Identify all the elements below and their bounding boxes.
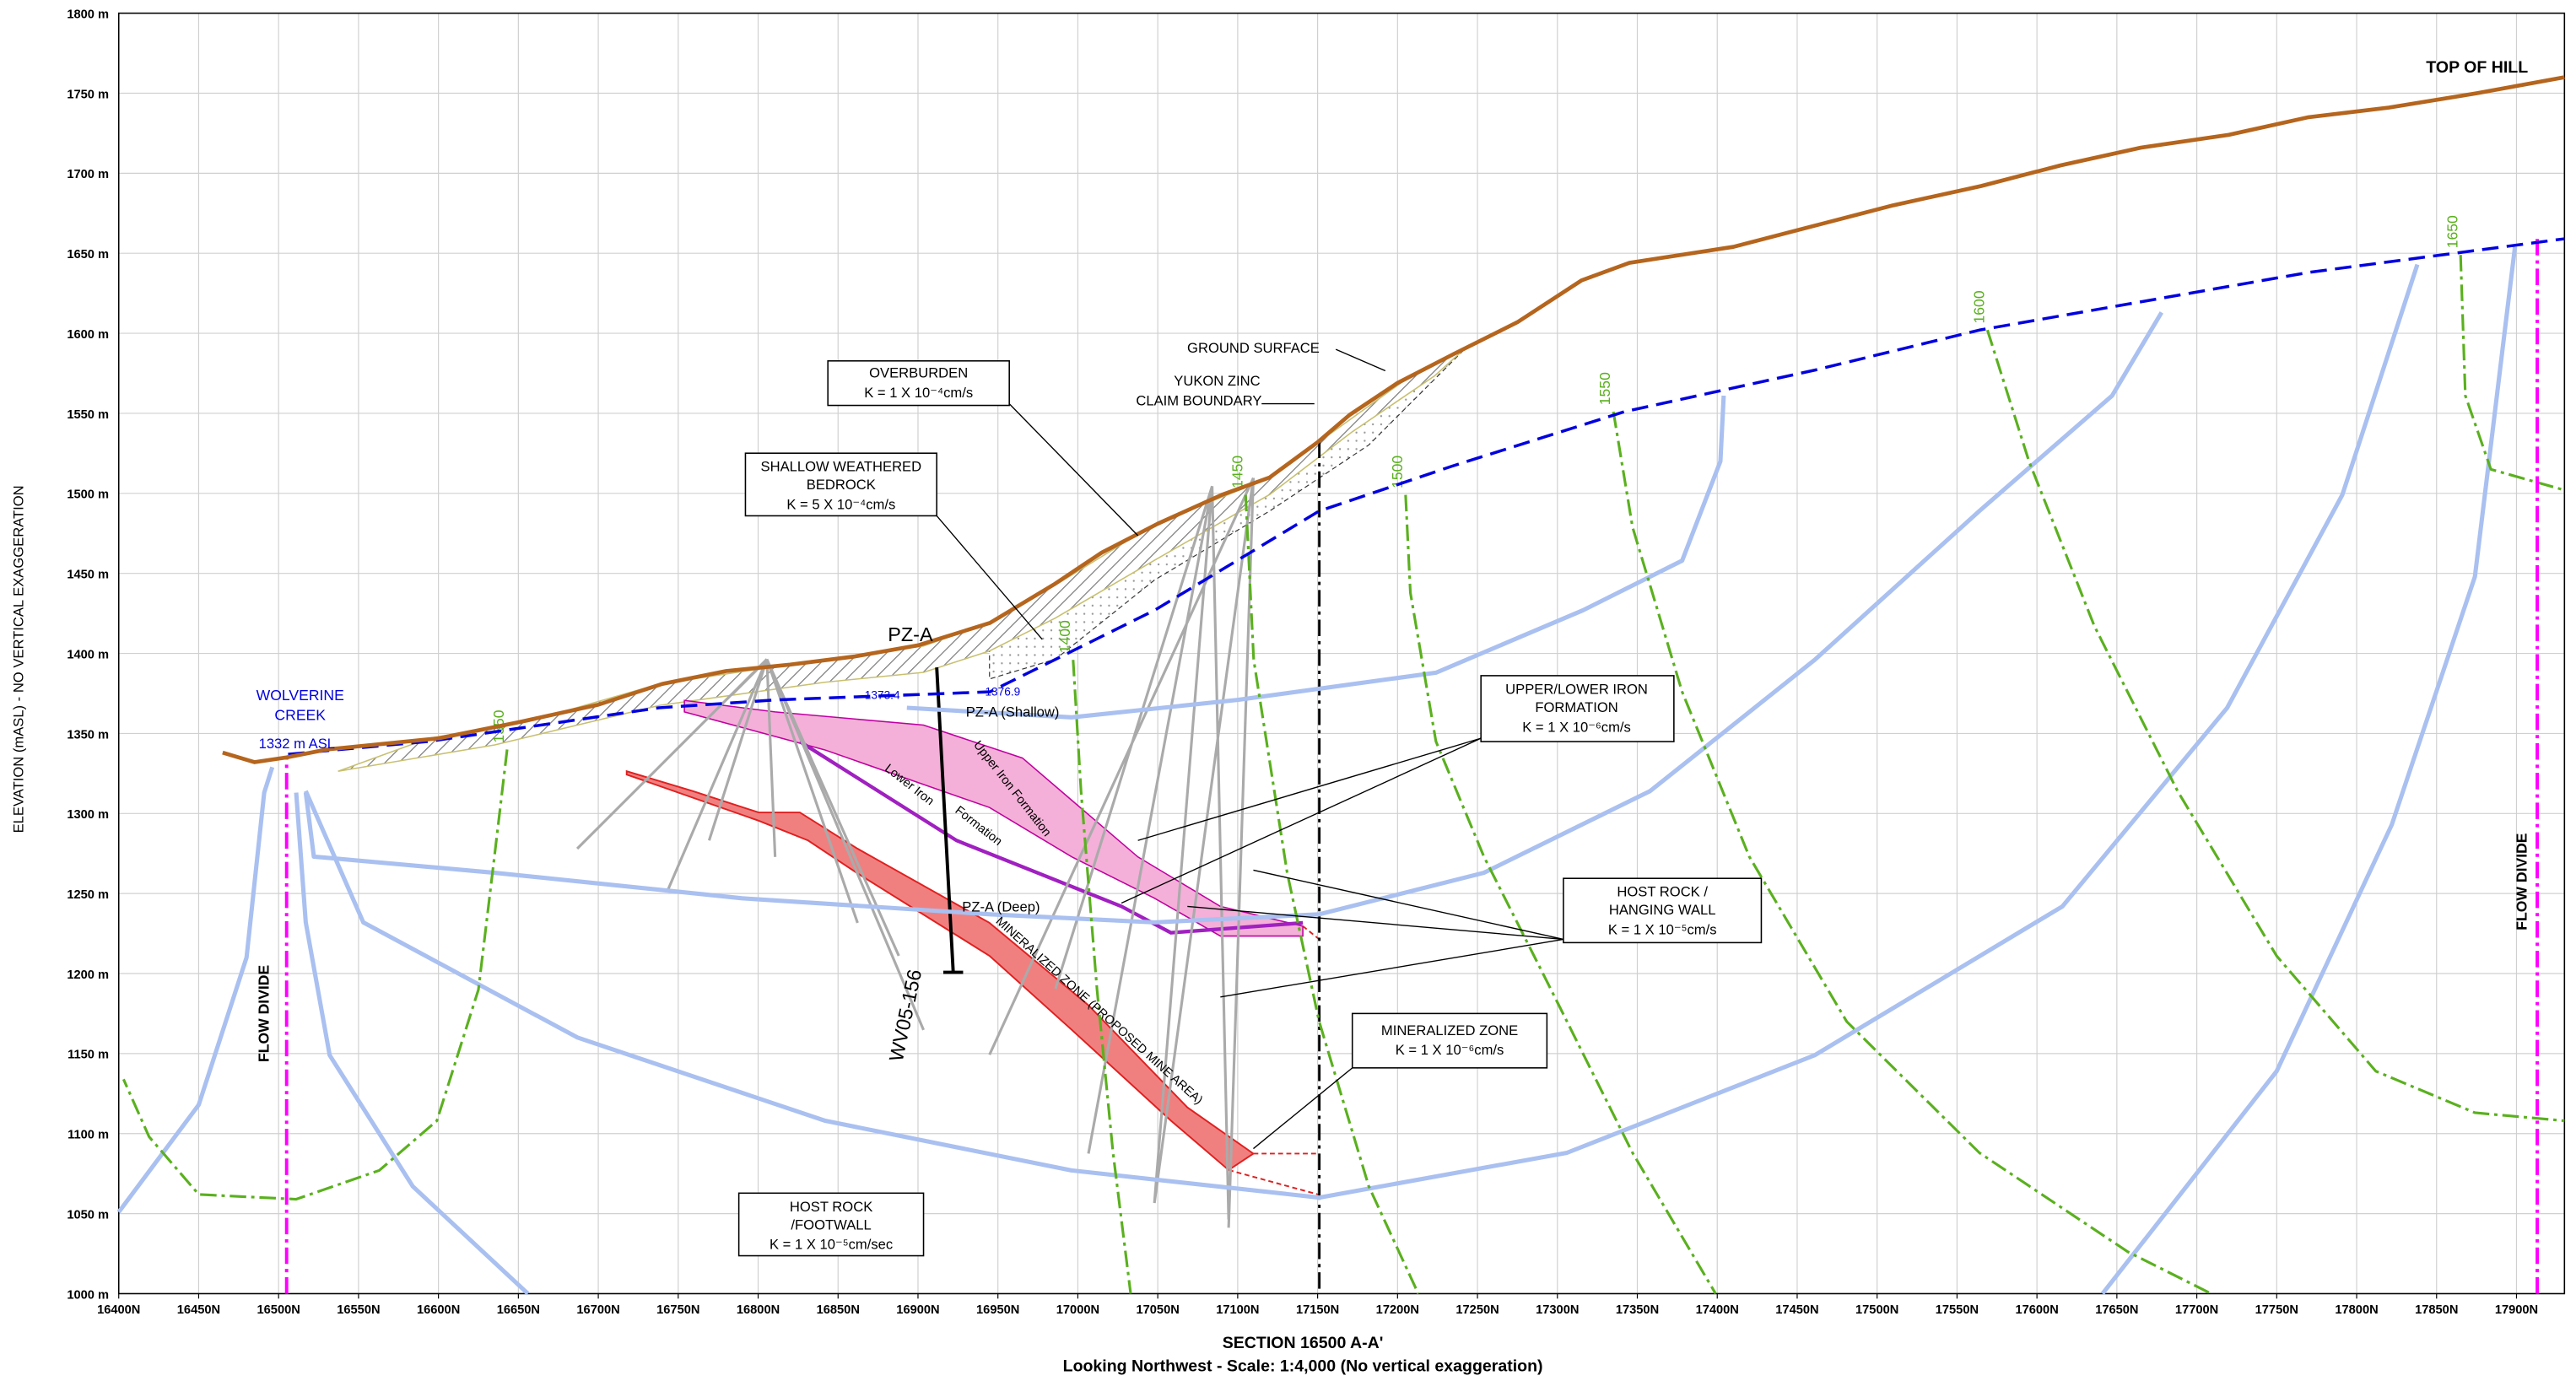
annotation: HOST ROCK xyxy=(790,1199,872,1215)
equipotential-label: 1600 xyxy=(1970,290,1987,323)
chart-subtitle: Looking Northwest - Scale: 1:4,000 (No v… xyxy=(1063,1357,1543,1375)
x-tick-label: 16450N xyxy=(177,1303,220,1317)
equipotential-label: 1400 xyxy=(1056,620,1073,653)
annotation: HANGING WALL xyxy=(1609,902,1716,918)
x-tick-label: 16750N xyxy=(656,1303,699,1317)
x-tick-label: 17700N xyxy=(2175,1303,2218,1317)
x-tick-label: 16500N xyxy=(257,1303,300,1317)
annotation: MINERALIZED ZONE xyxy=(1381,1022,1518,1038)
annotation: YUKON ZINC xyxy=(1174,373,1260,389)
annotation: FORMATION xyxy=(1535,699,1617,715)
y-tick-label: 1000 m xyxy=(67,1288,109,1302)
annotation: GROUND SURFACE xyxy=(1187,340,1320,356)
x-tick-label: 17300N xyxy=(1536,1303,1579,1317)
x-tick-label: 17750N xyxy=(2255,1303,2298,1317)
y-tick-label: 1600 m xyxy=(67,328,109,342)
x-tick-label: 17850N xyxy=(2415,1303,2458,1317)
flow-line xyxy=(119,767,273,1211)
annotation: 1332 m ASL xyxy=(259,736,335,752)
annotation: SHALLOW WEATHERED xyxy=(761,459,922,475)
annotation: 1373.4 xyxy=(865,688,900,701)
annotation: PZ-A xyxy=(888,623,933,645)
y-tick-label: 1550 m xyxy=(67,408,109,422)
y-tick-label: 1200 m xyxy=(67,968,109,982)
x-tick-label: 16400N xyxy=(97,1303,140,1317)
y-tick-label: 1150 m xyxy=(68,1049,109,1062)
annotation: FLOW DIVIDE xyxy=(256,965,273,1062)
y-axis-label: ELEVATION (mASL) - NO VERTICAL EXAGGERAT… xyxy=(10,485,26,833)
x-tick-label: 17100N xyxy=(1216,1303,1259,1317)
x-tick-label: 16600N xyxy=(417,1303,460,1317)
annotation: K = 5 X 10⁻⁴cm/s xyxy=(786,497,895,513)
grid: 16400N 16450N 16500N 16550N 16600N 16650N 1670… xyxy=(67,8,2564,1316)
annotation: K = 1 X 10⁻⁴cm/s xyxy=(864,385,973,401)
x-tick-label: 17800N xyxy=(2335,1303,2378,1317)
x-tick-label: 16700N xyxy=(576,1303,619,1317)
x-tick-label: 16850N xyxy=(817,1303,860,1317)
annotation: WOLVERINE xyxy=(257,687,344,704)
y-tick-label: 1300 m xyxy=(67,808,109,822)
x-tick-label: 17600N xyxy=(2015,1303,2058,1317)
annotation: HOST ROCK / xyxy=(1617,884,1708,900)
x-tick-label: 16900N xyxy=(896,1303,939,1317)
annotation: WV05-156 xyxy=(885,968,926,1064)
y-tick-label: 1450 m xyxy=(67,569,109,582)
x-tick-label: 17350N xyxy=(1616,1303,1659,1317)
y-tick-label: 1750 m xyxy=(67,88,109,101)
y-tick-label: 1350 m xyxy=(67,728,109,742)
x-tick-label: 17200N xyxy=(1376,1303,1419,1317)
annotation: TOP OF HILL xyxy=(2426,58,2528,77)
annotation: PZ-A (Shallow) xyxy=(966,704,1060,720)
annotation: PZ-A (Deep) xyxy=(962,898,1040,914)
x-tick-label: 17250N xyxy=(1455,1303,1499,1317)
x-tick-label: 17150N xyxy=(1296,1303,1339,1317)
x-tick-label: 16950N xyxy=(976,1303,1019,1317)
annotation: /FOOTWALL xyxy=(791,1216,871,1233)
flow-line xyxy=(2103,247,2515,1294)
annotation: K = 1 X 10⁻⁶cm/s xyxy=(1396,1042,1504,1058)
x-tick-label: 17500N xyxy=(1855,1303,1898,1317)
annotation: 1376.9 xyxy=(985,685,1020,698)
x-tick-label: 17650N xyxy=(2095,1303,2138,1317)
y-tick-label: 1250 m xyxy=(67,888,109,902)
x-tick-label: 16650N xyxy=(497,1303,540,1317)
x-tick-label: 17000N xyxy=(1056,1303,1099,1317)
x-tick-label: 16550N xyxy=(337,1303,380,1317)
water-table xyxy=(288,239,2564,754)
annotation: OVERBURDEN xyxy=(869,364,968,380)
cross-section: 16400N 16450N 16500N 16550N 16600N 16650N 1670… xyxy=(0,0,2576,1381)
equipotential xyxy=(2460,255,2564,490)
y-tick-label: 1650 m xyxy=(67,248,109,262)
annotation: UPPER/LOWER IRON xyxy=(1505,681,1648,697)
annotation: CREEK xyxy=(274,707,326,724)
y-tick-label: 1500 m xyxy=(67,488,109,502)
x-tick-label: 17450N xyxy=(1775,1303,1818,1317)
y-tick-label: 1700 m xyxy=(67,168,109,181)
annotation: FLOW DIVIDE xyxy=(2513,833,2530,930)
overburden xyxy=(338,346,1468,771)
chart-title: SECTION 16500 A-A' xyxy=(1223,1334,1384,1352)
annotation: MINERALIZED ZONE (PROPOSED MINE AREA) xyxy=(993,914,1205,1107)
equipotential-label: 1650 xyxy=(2444,215,2460,248)
y-tick-label: 1800 m xyxy=(67,8,109,21)
y-tick-label: 1400 m xyxy=(67,648,109,661)
annotation: BEDROCK xyxy=(807,477,876,493)
annotation: K = 1 X 10⁻⁵cm/sec xyxy=(770,1237,893,1253)
x-tick-label: 16800N xyxy=(737,1303,780,1317)
equipotential xyxy=(1613,412,2211,1293)
equipotential-label: 1550 xyxy=(1596,372,1613,405)
annotations: TOP OF HILL GROUND SURFACE YUKON ZINC CL… xyxy=(256,58,2530,1253)
y-tick-label: 1050 m xyxy=(67,1208,109,1222)
x-tick-label: 17050N xyxy=(1136,1303,1179,1317)
equipotential xyxy=(1987,330,2564,1120)
annotation: CLAIM BOUNDARY xyxy=(1136,393,1261,409)
annotation: K = 1 X 10⁻⁵cm/s xyxy=(1608,922,1717,938)
y-tick-label: 1100 m xyxy=(68,1129,109,1142)
annotation: K = 1 X 10⁻⁶cm/s xyxy=(1522,719,1631,735)
equipotential-label: 1450 xyxy=(1229,456,1245,488)
x-tick-label: 17550N xyxy=(1936,1303,1979,1317)
x-tick-label: 17400N xyxy=(1696,1303,1739,1317)
x-tick-label: 17900N xyxy=(2495,1303,2538,1317)
